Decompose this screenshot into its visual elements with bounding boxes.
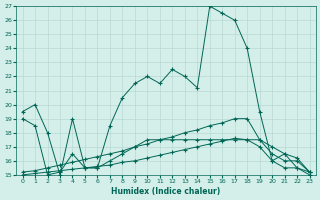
X-axis label: Humidex (Indice chaleur): Humidex (Indice chaleur)	[111, 187, 221, 196]
